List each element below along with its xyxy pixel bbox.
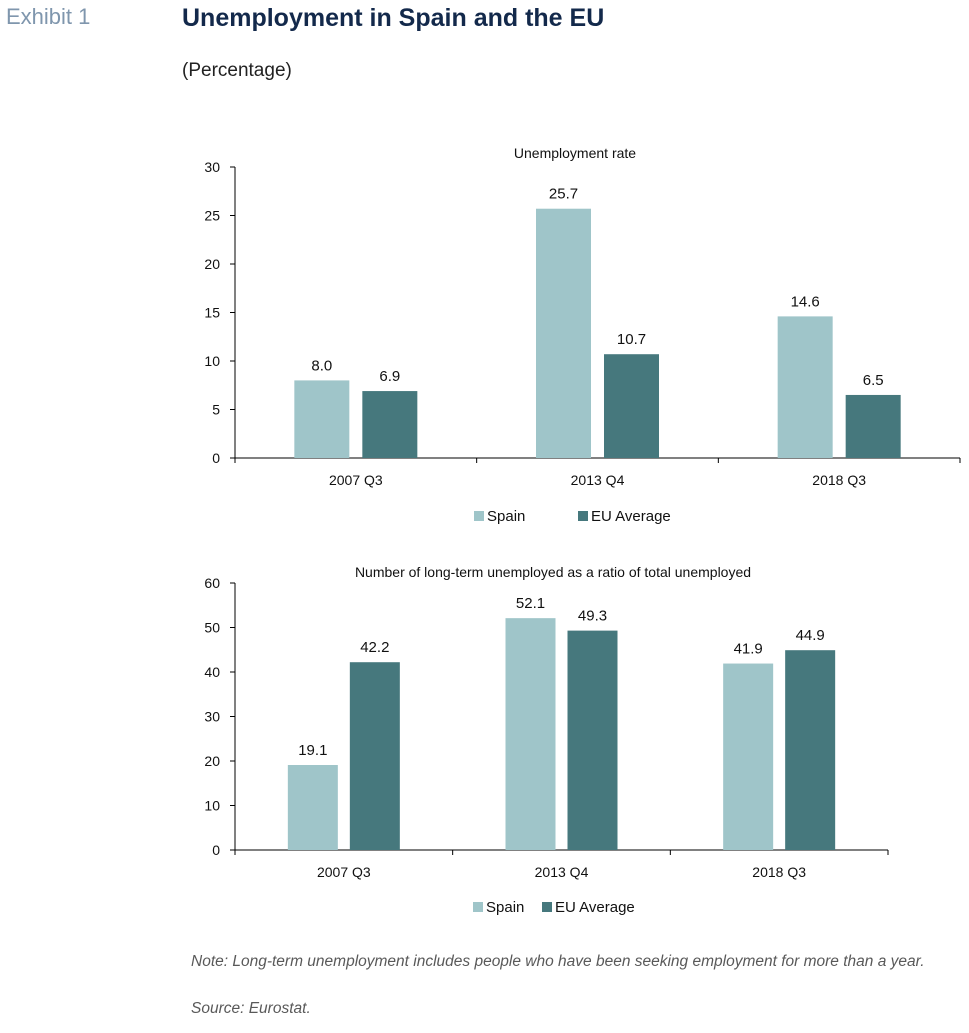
y-tick-label: 0	[212, 842, 220, 858]
x-tick-label: 2018 Q3	[752, 864, 806, 880]
long-term-unemployed-chart: Number of long-term unemployed as a rati…	[204, 564, 889, 916]
data-label: 44.9	[796, 627, 825, 644]
bar-eu-average	[349, 662, 400, 850]
data-label: 6.9	[379, 368, 400, 385]
x-tick-label: 2018 Q3	[812, 472, 866, 488]
data-label: 19.1	[298, 742, 327, 759]
bar-eu-average	[567, 630, 618, 850]
data-label: 25.7	[549, 186, 578, 203]
bar-spain	[536, 208, 591, 458]
unemployment-rate-chart: Unemployment rate 0 5 10 15 20 25 30 2007 Q3 2013…	[204, 145, 961, 525]
data-label: 52.1	[516, 595, 545, 612]
bar-spain	[505, 618, 556, 850]
y-tick-label: 60	[204, 575, 220, 591]
page-subtitle: (Percentage)	[182, 60, 292, 81]
y-tick-label: 10	[204, 353, 220, 369]
data-label: 41.9	[734, 641, 763, 658]
legend-swatch	[473, 902, 483, 912]
footnote: Note: Long-term unemployment includes pe…	[191, 953, 925, 970]
y-tick-label: 25	[204, 208, 220, 224]
bar-spain	[294, 380, 350, 458]
y-tick-label: 50	[204, 620, 220, 636]
data-label: 8.0	[311, 357, 332, 374]
x-tick-label: 2007 Q3	[317, 864, 371, 880]
chart-title: Unemployment rate	[514, 145, 636, 161]
source-note: Source: Eurostat.	[191, 1000, 311, 1017]
legend-label: EU Average	[591, 508, 671, 525]
y-tick-label: 15	[204, 305, 220, 321]
x-tick-label: 2007 Q3	[329, 472, 383, 488]
legend-label: Spain	[486, 899, 524, 916]
y-tick-label: 30	[204, 709, 220, 725]
x-tick-label: 2013 Q4	[571, 472, 625, 488]
y-tick-label: 0	[212, 450, 220, 466]
chart-title: Number of long-term unemployed as a rati…	[355, 564, 751, 580]
bar-spain	[777, 316, 833, 458]
exhibit-label: Exhibit 1	[6, 4, 91, 29]
bar-spain	[723, 663, 774, 850]
y-tick-label: 20	[204, 753, 220, 769]
page-title: Unemployment in Spain and the EU	[182, 4, 605, 32]
data-label: 6.5	[863, 372, 884, 389]
y-tick-label: 20	[204, 256, 220, 272]
y-tick-label: 5	[212, 402, 220, 418]
x-tick-label: 2013 Q4	[535, 864, 589, 880]
data-label: 42.2	[360, 639, 389, 656]
bar-eu-average	[604, 354, 659, 458]
data-label: 14.6	[791, 293, 820, 310]
bar-eu-average	[845, 394, 901, 458]
y-tick-label: 10	[204, 798, 220, 814]
legend-swatch	[542, 902, 552, 912]
y-tick-label: 30	[204, 159, 220, 175]
legend-label: EU Average	[555, 899, 635, 916]
bar-spain	[287, 765, 338, 850]
legend-label: Spain	[487, 508, 525, 525]
y-tick-label: 40	[204, 664, 220, 680]
data-label: 10.7	[617, 331, 646, 348]
legend-swatch	[578, 511, 588, 521]
bar-eu-average	[785, 650, 836, 850]
data-label: 49.3	[578, 608, 607, 625]
bar-eu-average	[362, 391, 418, 458]
legend-swatch	[474, 511, 484, 521]
